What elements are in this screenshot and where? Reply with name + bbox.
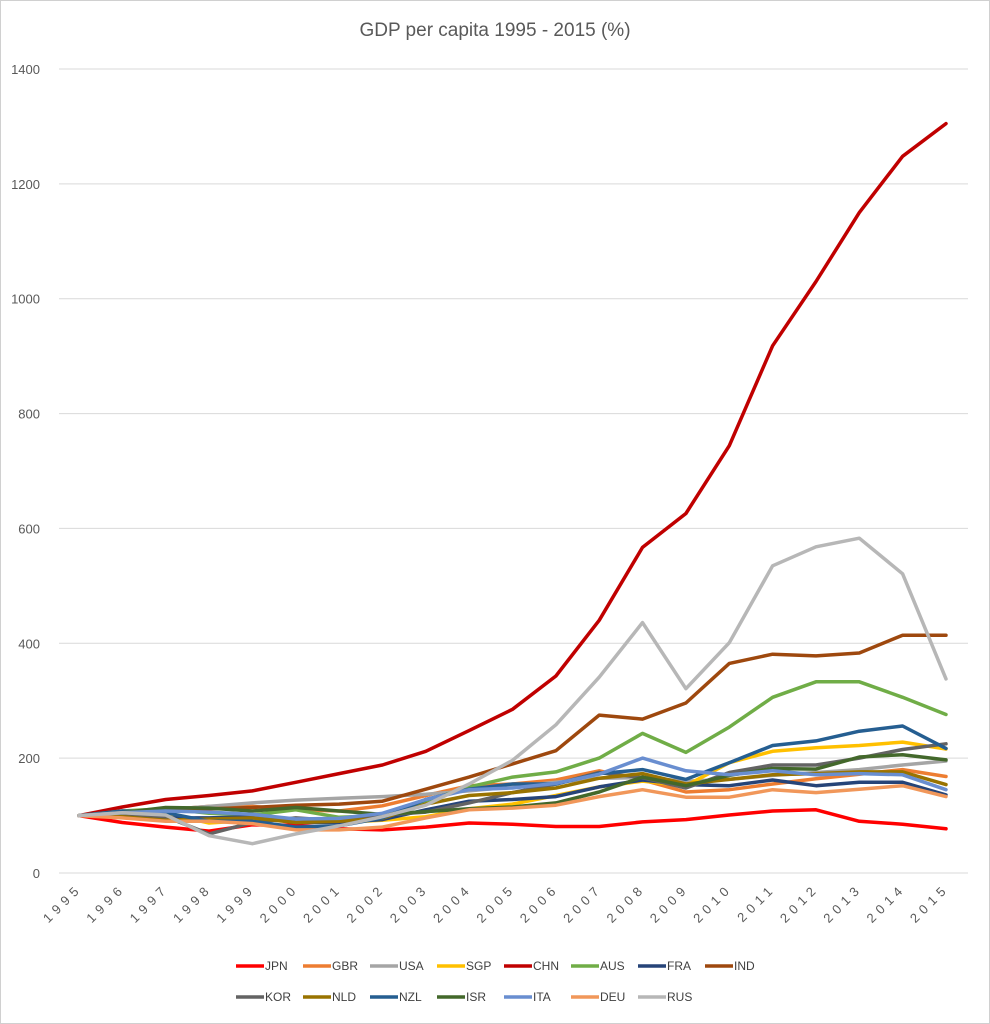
y-tick-label-1000: 1000 — [11, 292, 40, 307]
legend-item-ind: IND — [705, 959, 755, 973]
legend-label-jpn: JPN — [265, 959, 288, 973]
y-tick-label-0: 0 — [33, 866, 40, 881]
legend-label-chn: CHN — [533, 959, 559, 973]
legend-label-fra: FRA — [667, 959, 691, 973]
legend-item-aus: AUS — [571, 959, 625, 973]
legend-item-nld: NLD — [303, 990, 356, 1004]
x-tick-label-2013: 2013 — [820, 881, 865, 926]
x-tick-label-2015: 2015 — [907, 881, 952, 926]
legend-item-kor: KOR — [236, 990, 291, 1004]
legend-label-nzl: NZL — [399, 990, 422, 1004]
x-tick-label-2002: 2002 — [343, 881, 388, 926]
series-layer — [77, 121, 948, 846]
y-tick-label-1200: 1200 — [11, 177, 40, 192]
x-tick-label-2012: 2012 — [777, 881, 822, 926]
legend-item-usa: USA — [370, 959, 424, 973]
legend-label-kor: KOR — [265, 990, 291, 1004]
x-tick-label-1997: 1997 — [127, 881, 172, 926]
y-tick-label-400: 400 — [18, 636, 40, 651]
legend-label-ind: IND — [734, 959, 755, 973]
x-tick-label-2009: 2009 — [647, 881, 692, 926]
x-tick-label-2004: 2004 — [430, 881, 475, 926]
x-tick-label-2007: 2007 — [560, 881, 605, 926]
x-tick-label-1999: 1999 — [213, 881, 258, 926]
x-tick-label-2000: 2000 — [257, 881, 302, 926]
x-tick-label-2008: 2008 — [603, 881, 648, 926]
legend-item-chn: CHN — [504, 959, 559, 973]
legend-item-rus: RUS — [638, 990, 692, 1004]
legend-label-rus: RUS — [667, 990, 692, 1004]
legend-label-isr: ISR — [466, 990, 486, 1004]
x-tick-label-2001: 2001 — [300, 881, 345, 926]
legend-label-sgp: SGP — [466, 959, 491, 973]
grid-layer — [59, 68, 968, 759]
legend-label-aus: AUS — [600, 959, 625, 973]
series-line-rus — [77, 536, 948, 846]
legend-item-jpn: JPN — [236, 959, 288, 973]
x-tick-label-2011: 2011 — [734, 881, 779, 926]
axis-layer: 0200400600800100012001400199519961997199… — [11, 62, 968, 926]
legend-item-nzl: NZL — [370, 990, 422, 1004]
legend-item-ita: ITA — [504, 990, 551, 1004]
series-line-ita — [77, 756, 948, 821]
y-tick-label-1400: 1400 — [11, 62, 40, 77]
legend-item-deu: DEU — [571, 990, 625, 1004]
series-line-deu — [77, 783, 948, 832]
y-tick-label-200: 200 — [18, 751, 40, 766]
legend-label-nld: NLD — [332, 990, 356, 1004]
x-tick-label-1996: 1996 — [83, 881, 128, 926]
legend: JPN GBR USA SGP CHN AUS FRA IND KOR NLD NZL ISR ITA D… — [236, 959, 755, 1004]
x-tick-label-2003: 2003 — [387, 881, 432, 926]
legend-label-gbr: GBR — [332, 959, 358, 973]
legend-item-gbr: GBR — [303, 959, 358, 973]
series-line-chn — [77, 121, 948, 818]
chart-title: GDP per capita 1995 - 2015 (%) — [359, 20, 631, 41]
x-tick-label-2014: 2014 — [864, 881, 909, 926]
y-tick-label-600: 600 — [18, 521, 40, 536]
legend-label-deu: DEU — [600, 990, 625, 1004]
x-tick-label-1995: 1995 — [40, 881, 85, 926]
x-tick-label-1998: 1998 — [170, 881, 215, 926]
x-tick-label-2006: 2006 — [517, 881, 562, 926]
x-tick-label-2005: 2005 — [473, 881, 518, 926]
legend-item-fra: FRA — [638, 959, 691, 973]
legend-label-ita: ITA — [533, 990, 551, 1004]
y-tick-label-800: 800 — [18, 407, 40, 422]
x-tick-label-2010: 2010 — [690, 881, 735, 926]
legend-item-sgp: SGP — [437, 959, 491, 973]
legend-label-usa: USA — [399, 959, 424, 973]
legend-item-isr: ISR — [437, 990, 486, 1004]
